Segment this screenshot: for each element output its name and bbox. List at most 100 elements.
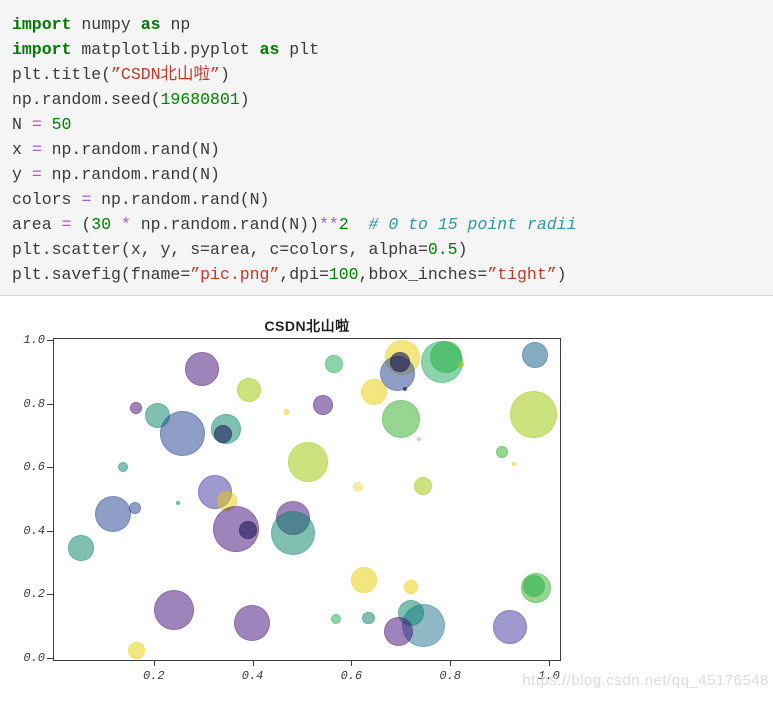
x-tick-mark bbox=[549, 661, 550, 666]
y-tick-label: 0.6 bbox=[23, 460, 45, 475]
x-tick-mark bbox=[252, 661, 254, 666]
code-token-n: y bbox=[12, 165, 32, 184]
code-token-s: ”CSDN北山啦” bbox=[111, 65, 220, 84]
y-tick-label: 0.8 bbox=[23, 396, 45, 411]
code-line: plt.scatter(x, y, s=area, c=colors, alph… bbox=[12, 237, 763, 262]
scatter-bubble bbox=[237, 377, 262, 402]
scatter-bubble bbox=[312, 394, 333, 415]
code-token-o: ** bbox=[319, 215, 339, 234]
code-token-m: 50 bbox=[51, 115, 72, 134]
code-line: import numpy as np bbox=[12, 12, 763, 37]
code-token-c: # 0 to 15 point radii bbox=[368, 215, 577, 234]
scatter-bubble bbox=[325, 354, 344, 373]
code-token-o: = bbox=[31, 115, 42, 134]
y-tick-label: 0.0 bbox=[23, 651, 45, 665]
code-token-n: np bbox=[160, 15, 191, 34]
code-token-n: area bbox=[12, 215, 62, 234]
y-tick-label: 1.0 bbox=[23, 333, 45, 347]
x-tick-mark bbox=[153, 661, 155, 666]
chart-title: CSDN北山啦 bbox=[264, 318, 350, 334]
scatter-bubble bbox=[414, 477, 433, 495]
code-token-s: ”pic.png” bbox=[190, 265, 280, 284]
code-token-o: = bbox=[31, 140, 42, 159]
x-tick-label: 0.8 bbox=[439, 669, 461, 683]
scatter-bubble bbox=[404, 580, 419, 595]
code-token-k: import bbox=[12, 40, 72, 59]
code-token-n: np.random.rand(N) bbox=[91, 190, 270, 209]
scatter-bubble bbox=[283, 409, 289, 415]
code-token-n: np.random.rand(N)) bbox=[130, 215, 319, 234]
code-token-n: N bbox=[12, 115, 32, 134]
y-tick-mark bbox=[47, 594, 53, 596]
code-token-n: matplotlib.pyplot bbox=[71, 40, 260, 59]
scatter-bubble bbox=[287, 441, 328, 482]
plot-area bbox=[53, 338, 561, 661]
scatter-bubble bbox=[129, 501, 142, 514]
code-token-n: plt.scatter(x, y, s=area, c=colors, alph… bbox=[12, 240, 428, 259]
scatter-bubble bbox=[127, 641, 145, 659]
x-tick-label: 0.2 bbox=[142, 669, 165, 683]
code-token-o: = bbox=[81, 190, 92, 209]
code-token-k: as bbox=[140, 15, 161, 34]
code-token-n bbox=[349, 215, 369, 234]
code-token-s: ”tight” bbox=[487, 265, 557, 284]
scatter-bubble bbox=[511, 462, 516, 467]
code-token-n: ) bbox=[239, 90, 250, 109]
code-token-n: ,bbox_inches= bbox=[358, 265, 488, 284]
code-token-m: 30 bbox=[91, 215, 112, 234]
code-token-m: 2 bbox=[338, 215, 349, 234]
scatter-bubble bbox=[352, 481, 363, 492]
scatter-bubble bbox=[160, 411, 206, 457]
scatter-bubble bbox=[362, 611, 375, 625]
code-token-o: = bbox=[61, 215, 72, 234]
code-token-n: np.random.rand(N) bbox=[41, 140, 220, 159]
code-token-n: plt.savefig(fname= bbox=[12, 265, 191, 284]
code-token-n: x bbox=[12, 140, 32, 159]
scatter-bubble bbox=[68, 535, 94, 561]
code-line: import matplotlib.pyplot as plt bbox=[12, 37, 763, 62]
code-token-n: ) bbox=[457, 240, 468, 259]
code-token-n: ) bbox=[219, 65, 230, 84]
code-line: plt.title(”CSDN北山啦”) bbox=[12, 62, 763, 87]
scatter-bubble bbox=[496, 445, 509, 458]
y-tick-mark bbox=[47, 467, 53, 469]
scatter-bubble bbox=[213, 424, 232, 443]
code-token-n: colors bbox=[12, 190, 82, 209]
scatter-bubble bbox=[509, 390, 557, 438]
y-tick-label: 0.4 bbox=[23, 523, 45, 538]
x-tick-mark bbox=[351, 661, 353, 666]
y-tick-mark bbox=[47, 530, 53, 532]
scatter-bubble bbox=[350, 567, 377, 594]
y-tick-mark bbox=[47, 340, 53, 341]
scatter-bubble bbox=[185, 351, 220, 386]
scatter-bubble bbox=[381, 399, 420, 438]
code-token-k: as bbox=[259, 40, 280, 59]
code-token-n: ( bbox=[71, 215, 92, 234]
y-tick-mark bbox=[47, 658, 53, 659]
scatter-bubble bbox=[234, 605, 271, 642]
x-tick-label: 0.6 bbox=[340, 669, 363, 683]
code-token-n: np.random.seed( bbox=[12, 90, 161, 109]
code-token-n: ) bbox=[556, 265, 567, 284]
scatter-bubble bbox=[361, 378, 388, 405]
code-token-n: ,dpi= bbox=[279, 265, 329, 284]
code-token-m: 100 bbox=[328, 265, 359, 284]
code-token-o: * bbox=[120, 215, 131, 234]
scatter-bubble bbox=[389, 351, 410, 372]
code-token-n: plt.title( bbox=[12, 65, 112, 84]
scatter-bubble bbox=[130, 402, 143, 415]
code-line: x = np.random.rand(N) bbox=[12, 137, 763, 162]
y-tick-mark bbox=[47, 403, 53, 405]
scatter-bubble bbox=[239, 520, 258, 539]
code-token-m: 19680801 bbox=[160, 90, 240, 109]
code-block: import numpy as np import matplotlib.pypl… bbox=[0, 0, 773, 296]
code-token-n: np.random.rand(N) bbox=[41, 165, 220, 184]
figure: CSDN北山啦 0.0 0.2 0.4 0.6 0.8 1.0 0.2 0.4 0.6 0.8 1.… bbox=[0, 310, 773, 705]
scatter-bubble bbox=[271, 511, 316, 556]
code-line: np.random.seed(19680801) bbox=[12, 87, 763, 112]
scatter-bubble bbox=[523, 574, 546, 597]
code-token-n: plt bbox=[279, 40, 319, 59]
y-tick-label: 0.2 bbox=[23, 587, 45, 602]
scatter-bubble bbox=[522, 341, 549, 368]
code-token-m: 0.5 bbox=[427, 240, 458, 259]
